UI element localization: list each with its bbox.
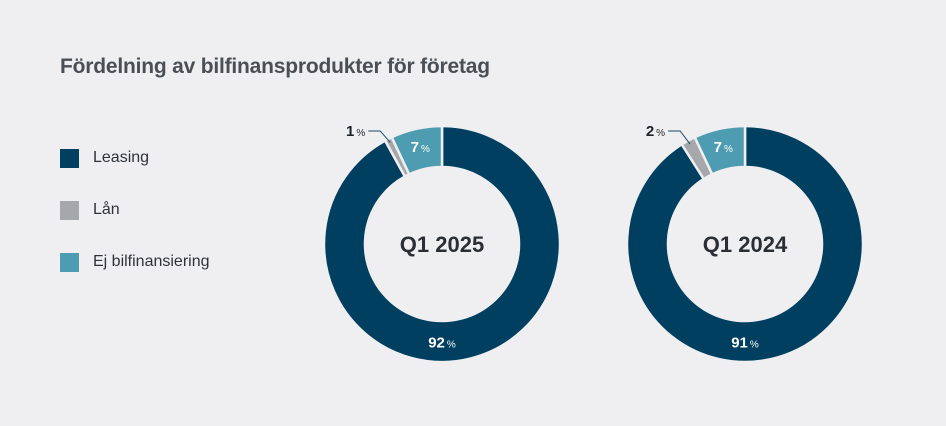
donut-q1-2025: Q1 2025 92 % 1 % 7%: [322, 123, 562, 364]
legend-label-lan: Lån: [93, 201, 120, 218]
data-label-leasing: 92%: [428, 335, 456, 352]
legend-label-ej-bilfinansiering: Ej bilfinansiering: [93, 253, 210, 270]
data-label-lan: 2%: [646, 123, 665, 140]
leader-line: [368, 130, 391, 143]
slice-leasing: [625, 124, 865, 364]
data-label-ej-bilfinansiering: 7%: [411, 139, 430, 156]
leader-line: [668, 130, 691, 145]
legend-swatch-leasing: [60, 148, 79, 168]
legend-label-leasing: Leasing: [93, 149, 150, 166]
slice-leasing: [322, 124, 562, 364]
data-label-ej-bilfinansiering: 7%: [714, 139, 733, 156]
center-label: Q1 2025: [400, 232, 484, 257]
legend: Leasing Lån Ej bilfinansiering: [60, 145, 210, 301]
legend-swatch-lan: [60, 200, 79, 220]
slice-ej-bilfinansiering: [390, 124, 444, 176]
legend-item-leasing: Leasing: [60, 145, 210, 171]
legend-item-lan: Lån: [60, 197, 210, 223]
donut-q1-2024: Q1 2024 91 % 2 % 7%: [625, 123, 865, 364]
legend-swatch-ej-bilfinansiering: [60, 252, 79, 272]
data-label-lan: 1%: [346, 123, 365, 140]
center-label: Q1 2024: [703, 232, 788, 257]
legend-item-ej-bilfinansiering: Ej bilfinansiering: [60, 249, 210, 275]
data-label-leasing: 91%: [731, 335, 759, 352]
chart-title: Fördelning av bilfinansprodukter för för…: [60, 55, 490, 78]
slice-ej-bilfinansiering: [693, 124, 747, 176]
